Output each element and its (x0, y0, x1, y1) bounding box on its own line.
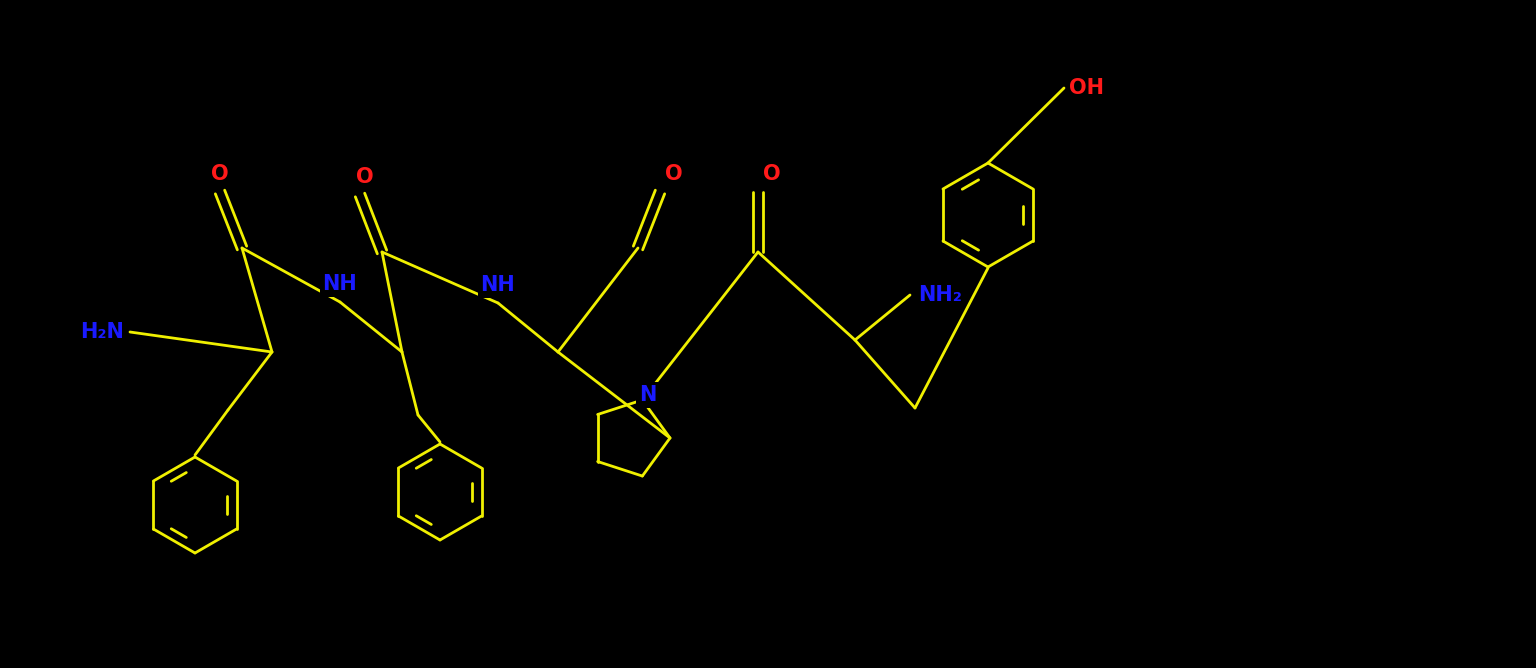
Text: H₂N: H₂N (80, 322, 124, 342)
Text: O: O (763, 164, 780, 184)
Text: O: O (210, 164, 229, 184)
Text: NH₂: NH₂ (919, 285, 962, 305)
Text: O: O (665, 164, 684, 184)
Text: N: N (639, 385, 656, 405)
Text: NH: NH (481, 275, 516, 295)
Text: NH: NH (323, 274, 358, 294)
Text: O: O (356, 167, 373, 187)
Text: OH: OH (1069, 78, 1104, 98)
